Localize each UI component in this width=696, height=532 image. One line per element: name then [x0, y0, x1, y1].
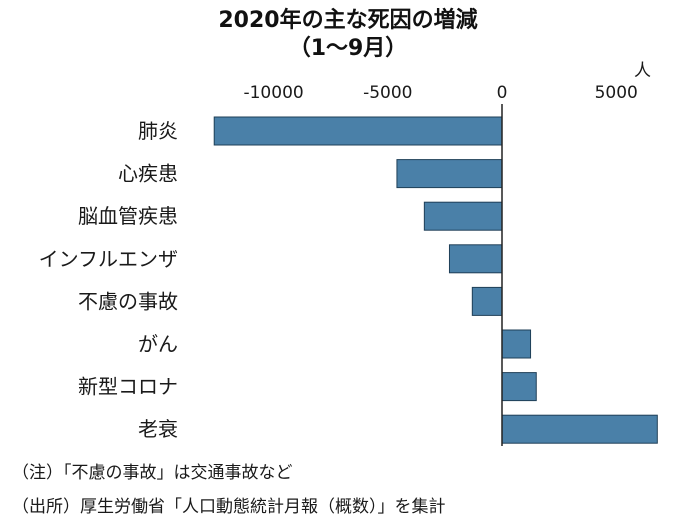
- category-label: 不慮の事故: [78, 289, 178, 313]
- x-tick-label: -5000: [363, 83, 412, 103]
- x-tick-label: 5000: [595, 83, 638, 103]
- category-label: 脳血管疾患: [78, 204, 178, 228]
- unit-label: 人: [634, 61, 651, 81]
- note-text: （注）「不慮の事故」は交通事故など: [12, 463, 293, 483]
- bar: [423, 201, 503, 231]
- category-label: がん: [138, 332, 178, 356]
- bar-chart: -10000 -5000 0 5000 肺炎心疾患脳血管疾患インフルエンザ不慮の事故がん…: [39, 83, 658, 446]
- x-tick-label: 0: [497, 83, 508, 103]
- category-label: 肺炎: [138, 119, 178, 143]
- source-text: （出所）厚生労働省「人口動態統計月報（概数）」を集計: [12, 497, 446, 517]
- category-label: 新型コロナ: [78, 375, 178, 399]
- bar: [396, 159, 503, 189]
- bar: [501, 414, 658, 444]
- bar: [471, 286, 503, 316]
- category-label: 老衰: [138, 417, 178, 441]
- x-tick-label: -10000: [243, 83, 303, 103]
- bar: [448, 244, 503, 274]
- bar: [501, 372, 537, 402]
- bar: [213, 116, 503, 146]
- chart-title: 2020年の主な死因の増減: [218, 8, 478, 33]
- bar: [501, 329, 532, 359]
- category-label: インフルエンザ: [39, 247, 178, 271]
- chart-subtitle: （1〜9月）: [288, 36, 408, 61]
- category-label: 心疾患: [118, 162, 178, 186]
